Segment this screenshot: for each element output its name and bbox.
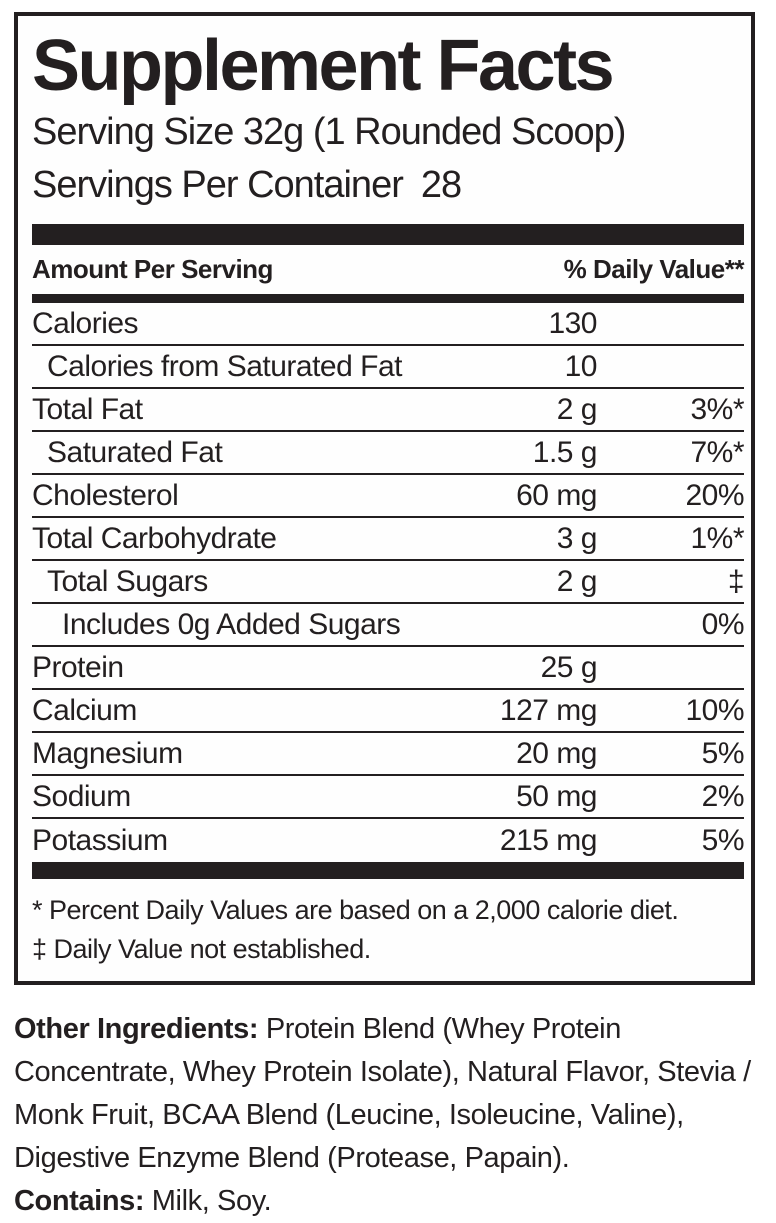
- nutrient-daily-value: 3%*: [690, 392, 744, 426]
- nutrient-amount: 2 g: [556, 392, 598, 426]
- nutrient-row: Cholesterol 60 mg 20%: [32, 475, 745, 518]
- nutrient-row: Includes 0g Added Sugars 0%: [32, 604, 745, 647]
- nutrient-label: Saturated Fat: [47, 435, 223, 469]
- nutrient-daily-value: ‡: [727, 564, 745, 598]
- nutrient-label: Total Carbohydrate: [32, 521, 277, 555]
- nutrient-daily-value: 2%: [701, 779, 745, 813]
- nutrient-row: Calcium 127 mg 10%: [32, 690, 745, 733]
- nutrient-amount: 127 mg: [499, 693, 598, 727]
- nutrient-row: Potassium 215 mg 5%: [32, 819, 745, 862]
- nutrient-amount: 215 mg: [499, 823, 598, 857]
- servings-per-container-label: Servings Per Container: [32, 164, 404, 206]
- nutrient-daily-value: 5%: [701, 736, 745, 770]
- nutrient-label: Magnesium: [32, 736, 183, 770]
- nutrient-label: Potassium: [32, 823, 168, 857]
- nutrient-amount: 1.5 g: [532, 435, 598, 469]
- nutrient-daily-value: 5%: [701, 823, 745, 857]
- nutrient-label: Includes 0g Added Sugars: [62, 607, 401, 641]
- footnote-daily-values: * Percent Daily Values are based on a 2,…: [32, 895, 679, 925]
- nutrient-amount: 10: [564, 349, 598, 383]
- nutrient-label: Protein: [32, 650, 124, 684]
- other-ingredients-heading: Other Ingredients:: [14, 1013, 259, 1045]
- nutrient-daily-value: 20%: [685, 478, 744, 512]
- nutrient-amount: 60 mg: [516, 478, 597, 512]
- nutrient-row: Magnesium 20 mg 5%: [32, 733, 745, 776]
- nutrient-amount: 2 g: [556, 564, 598, 598]
- nutrient-row: Total Fat 2 g 3%*: [32, 389, 745, 432]
- other-ingredients-text: Protein Blend (Whey Protein Concentrate,…: [14, 1013, 751, 1174]
- nutrient-amount: 50 mg: [516, 779, 597, 813]
- serving-size-line: Serving Size 32g (1 Rounded Scoop): [32, 111, 626, 153]
- nutrient-row: Calories from Saturated Fat 10: [32, 346, 744, 389]
- amount-per-serving-header: Amount Per Serving: [32, 254, 273, 284]
- other-ingredients-paragraph: Other Ingredients: Protein Blend (Whey P…: [14, 1008, 756, 1180]
- separator-bar-header: [32, 294, 744, 303]
- nutrient-row: Sodium 50 mg 2%: [32, 776, 745, 819]
- nutrient-daily-value: 0%: [701, 607, 745, 641]
- ingredients-section: Other Ingredients: Protein Blend (Whey P…: [14, 1008, 756, 1223]
- panel-title: Supplement Facts: [32, 26, 615, 106]
- separator-bar-top: [32, 224, 744, 245]
- nutrient-row: Calories 130: [32, 303, 744, 346]
- servings-per-container-value: 28: [420, 164, 462, 206]
- daily-value-header: % Daily Value**: [563, 254, 745, 284]
- nutrient-daily-value: 10%: [685, 693, 744, 727]
- nutrient-amount: 20 mg: [516, 736, 597, 770]
- nutrient-row: Protein 25 g: [32, 647, 744, 690]
- nutrient-label: Calories from Saturated Fat: [47, 349, 402, 383]
- footnote-not-established: ‡ Daily Value not established.: [32, 934, 371, 964]
- separator-bar-bottom: [32, 862, 744, 879]
- contains-heading: Contains:: [14, 1185, 145, 1217]
- nutrient-daily-value: 7%*: [690, 435, 744, 469]
- nutrient-label: Total Sugars: [47, 564, 208, 598]
- nutrient-amount: 130: [548, 306, 597, 340]
- nutrient-row: Total Sugars 2 g ‡: [32, 561, 745, 604]
- nutrient-label: Sodium: [32, 779, 131, 813]
- nutrient-label: Total Fat: [32, 392, 143, 426]
- supplement-facts-panel: Supplement Facts Serving Size 32g (1 Rou…: [14, 12, 755, 985]
- nutrient-amount: 3 g: [556, 521, 598, 555]
- nutrient-amount: 25 g: [540, 650, 598, 684]
- nutrient-daily-value: 1%*: [690, 521, 744, 555]
- nutrient-row: Saturated Fat 1.5 g 7%*: [32, 432, 745, 475]
- column-header-row: Amount Per Serving % Daily Value**: [32, 245, 745, 294]
- footnotes: * Percent Daily Values are based on a 2,…: [32, 879, 744, 973]
- servings-per-container-line: Servings Per Container 28: [32, 159, 744, 212]
- nutrient-label: Calcium: [32, 693, 137, 727]
- nutrient-label: Calories: [32, 306, 139, 340]
- nutrient-rows: Calories 130 Calories from Saturated Fat 10…: [32, 303, 745, 862]
- contains-paragraph: Contains: Milk, Soy.: [14, 1180, 756, 1223]
- nutrient-row: Total Carbohydrate 3 g 1%*: [32, 518, 745, 561]
- nutrient-label: Cholesterol: [32, 478, 179, 512]
- contains-text: Milk, Soy.: [151, 1185, 272, 1217]
